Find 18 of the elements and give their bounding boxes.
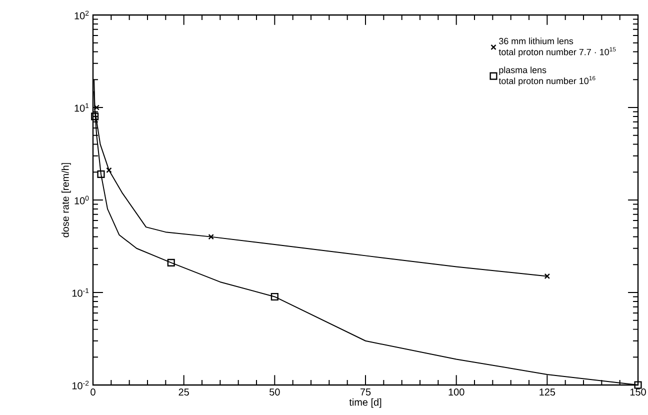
x-axis-title: time [d] [349, 398, 382, 408]
y-axis-title: dose rate [rem/h] [62, 163, 71, 238]
x-tick-label: 50 [270, 388, 280, 396]
y-tick-label: 10$^{-2}$ [72, 380, 89, 390]
x-tick-label: 150 [630, 388, 646, 396]
y-tick-label: 10$^{1}$ [74, 103, 89, 112]
x-tick-label: 25 [178, 388, 189, 396]
x-tick-label: 75 [360, 388, 371, 396]
legend-label: 36 mm lithium lens [499, 38, 574, 44]
legend-label: plasma lens [499, 66, 546, 75]
x-tick-label: 100 [448, 388, 464, 396]
y-tick-label: 10$^{2}$ [74, 10, 89, 20]
x-tick-label: 125 [540, 388, 556, 396]
y-tick-label: 10$^{-1}$ [72, 288, 89, 297]
annotation: total proton number 7.7 · 10$^{15}$ [498, 47, 616, 57]
x-tick-label: 0 [90, 388, 96, 396]
y-tick-label: 10$^{0}$ [74, 196, 89, 204]
annotation: total proton number 10$^{16}$ [498, 76, 596, 86]
